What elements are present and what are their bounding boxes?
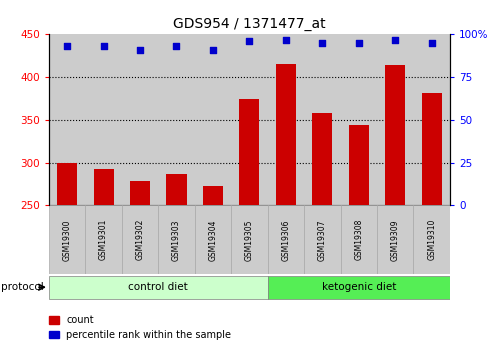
Bar <box>203 187 223 205</box>
Bar <box>385 65 405 205</box>
Text: GSM19306: GSM19306 <box>281 219 290 260</box>
Point <box>390 37 398 42</box>
Point <box>245 39 253 44</box>
Bar <box>312 113 332 205</box>
Point <box>136 47 143 53</box>
Bar <box>166 174 186 205</box>
Text: GSM19308: GSM19308 <box>353 219 363 260</box>
Text: GSM19303: GSM19303 <box>172 219 181 260</box>
Bar <box>57 162 77 205</box>
Bar <box>231 34 267 205</box>
Bar <box>376 34 412 205</box>
Text: protocol: protocol <box>1 282 44 292</box>
Point <box>100 44 107 49</box>
Bar <box>85 34 122 205</box>
Bar <box>49 34 85 205</box>
FancyBboxPatch shape <box>231 205 267 274</box>
Text: control diet: control diet <box>128 282 188 292</box>
Bar <box>421 93 441 205</box>
Bar <box>348 125 368 205</box>
Bar <box>122 34 158 205</box>
Bar <box>239 99 259 205</box>
Bar <box>130 180 150 205</box>
Bar <box>158 34 194 205</box>
Point <box>282 37 289 42</box>
Point <box>318 40 325 46</box>
Text: GSM19301: GSM19301 <box>99 219 108 260</box>
FancyBboxPatch shape <box>158 205 194 274</box>
Text: GSM19310: GSM19310 <box>427 219 435 260</box>
Bar <box>93 169 113 205</box>
Bar <box>340 34 376 205</box>
Title: GDS954 / 1371477_at: GDS954 / 1371477_at <box>173 17 325 31</box>
FancyBboxPatch shape <box>122 205 158 274</box>
Text: GSM19307: GSM19307 <box>317 219 326 260</box>
Bar <box>304 34 340 205</box>
Bar <box>275 65 295 205</box>
Point <box>427 40 435 46</box>
Text: GSM19304: GSM19304 <box>208 219 217 260</box>
FancyBboxPatch shape <box>267 276 449 299</box>
FancyBboxPatch shape <box>49 276 267 299</box>
FancyBboxPatch shape <box>194 205 231 274</box>
Bar <box>412 34 449 205</box>
Text: GSM19309: GSM19309 <box>390 219 399 260</box>
FancyBboxPatch shape <box>304 205 340 274</box>
Text: GSM19305: GSM19305 <box>244 219 253 260</box>
Point <box>172 44 180 49</box>
FancyBboxPatch shape <box>85 205 122 274</box>
Text: GSM19300: GSM19300 <box>62 219 71 260</box>
Bar <box>194 34 231 205</box>
FancyBboxPatch shape <box>49 205 85 274</box>
Text: ketogenic diet: ketogenic diet <box>321 282 395 292</box>
FancyBboxPatch shape <box>340 205 376 274</box>
Text: GSM19302: GSM19302 <box>135 219 144 260</box>
FancyBboxPatch shape <box>267 205 304 274</box>
Bar <box>267 34 304 205</box>
Point <box>354 40 362 46</box>
FancyBboxPatch shape <box>412 205 449 274</box>
Point <box>208 47 216 53</box>
Legend: count, percentile rank within the sample: count, percentile rank within the sample <box>49 315 231 340</box>
FancyBboxPatch shape <box>376 205 412 274</box>
Point <box>63 44 71 49</box>
